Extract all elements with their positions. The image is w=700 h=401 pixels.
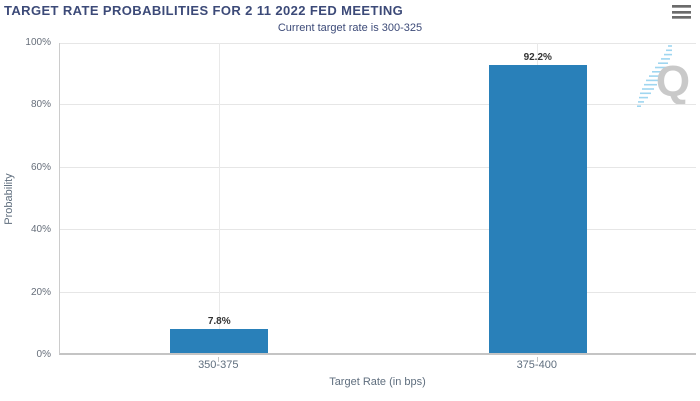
chart-subtitle: Current target rate is 300-325	[277, 22, 423, 34]
y-axis-tick-label: 0%	[36, 349, 51, 360]
x-axis-title: Target Rate (in bps)	[329, 376, 426, 388]
export-menu-button[interactable]	[671, 4, 693, 20]
bar-value-label: 7.8%	[207, 315, 231, 327]
y-gridline	[60, 166, 696, 168]
y-gridline	[60, 104, 696, 106]
x-axis-category-label: 350-375	[198, 359, 239, 371]
probability-bar[interactable]	[488, 65, 587, 353]
bar-value-label: 92.2%	[523, 52, 552, 64]
category-gridline	[218, 43, 220, 353]
y-axis-title: Probability	[3, 173, 15, 225]
y-axis-tick-label: 100%	[25, 37, 51, 48]
hamburger-menu-icon	[672, 16, 691, 19]
plot-area: Q 7.8% 92.2%	[59, 43, 696, 355]
y-gridline	[60, 229, 696, 231]
x-axis-tick-mark	[536, 357, 538, 362]
x-axis-category-label: 375-400	[516, 359, 557, 371]
x-axis-tick-mark	[218, 357, 220, 362]
hamburger-menu-icon	[672, 5, 691, 8]
y-axis-tick-label: 40%	[30, 224, 51, 236]
hamburger-menu-icon	[672, 10, 691, 14]
y-gridline	[60, 291, 696, 293]
watermark-q-letter: Q	[656, 57, 690, 106]
y-gridline	[60, 43, 696, 44]
chart-title: TARGET RATE PROBABILITIES FOR 2 11 2022 …	[4, 3, 404, 18]
y-axis-tick-label: 60%	[30, 161, 51, 173]
probability-bar[interactable]	[170, 328, 269, 353]
y-axis-tick-label: 80%	[30, 99, 51, 111]
y-axis-tick-label: 20%	[30, 286, 51, 298]
